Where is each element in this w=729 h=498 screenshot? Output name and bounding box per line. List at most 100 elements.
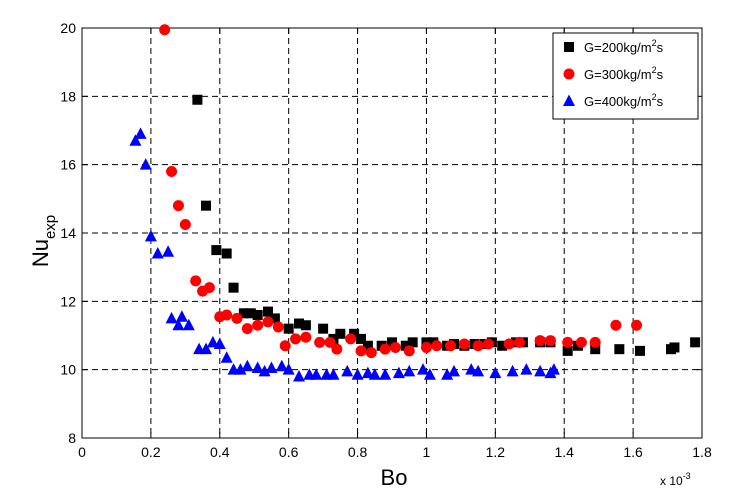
data-point-triangle xyxy=(175,310,188,322)
data-point-square xyxy=(283,323,294,334)
data-point-triangle xyxy=(151,247,164,259)
legend-label: G=300kg/m2s xyxy=(584,65,664,82)
data-point-circle xyxy=(262,316,274,328)
data-point-square xyxy=(269,313,280,324)
data-point-triangle xyxy=(139,158,152,170)
data-point-square xyxy=(300,320,311,331)
legend-label: G=200kg/m2s xyxy=(584,38,664,55)
data-point-circle xyxy=(355,345,367,357)
data-point-square xyxy=(669,342,680,353)
data-point-triangle xyxy=(206,335,219,348)
data-point-circle xyxy=(503,338,515,350)
y-axis-label-subscript: exp xyxy=(42,215,59,239)
data-point-triangle xyxy=(448,364,460,377)
data-point-triangle xyxy=(472,364,485,377)
data-point-square xyxy=(294,318,304,329)
data-point-triangle xyxy=(534,364,547,377)
x-tick-label: 1.4 xyxy=(554,444,574,460)
data-point-triangle xyxy=(282,363,295,375)
y-tick-label: 8 xyxy=(68,430,76,446)
legend-marker-triangle xyxy=(563,94,575,106)
data-point-circle xyxy=(482,338,494,350)
data-point-square xyxy=(263,306,273,317)
data-point-circle xyxy=(331,343,343,355)
data-point-triangle xyxy=(341,364,354,377)
data-point-square xyxy=(349,328,360,339)
x-tick-label: 1.2 xyxy=(486,444,506,460)
data-point-square xyxy=(690,337,701,348)
data-point-circle xyxy=(159,24,171,36)
x-tick-label: 0.8 xyxy=(348,444,368,460)
data-point-circle xyxy=(190,275,202,287)
data-point-triangle xyxy=(275,359,288,372)
y-tick-label: 16 xyxy=(60,157,76,173)
data-point-circle xyxy=(389,341,401,353)
data-point-square xyxy=(356,333,366,344)
data-point-triangle xyxy=(392,366,405,379)
data-point-circle xyxy=(365,347,377,359)
data-point-triangle xyxy=(220,351,233,363)
legend-marker-square xyxy=(564,42,574,52)
data-point-triangle xyxy=(423,368,436,380)
data-point-circle xyxy=(279,340,291,352)
y-tick-label: 12 xyxy=(60,293,76,309)
series-triangle xyxy=(129,127,560,382)
x-tick-label: 0 xyxy=(78,444,86,460)
legend-label: G=400kg/m2s xyxy=(584,92,664,109)
data-point-triangle xyxy=(441,368,454,380)
data-point-triangle xyxy=(368,368,381,380)
data-point-square xyxy=(562,345,573,356)
data-point-circle xyxy=(472,340,484,352)
data-point-triangle xyxy=(379,368,392,380)
y-tick-label: 14 xyxy=(60,225,76,241)
data-point-triangle xyxy=(258,364,271,377)
data-point-square xyxy=(201,200,211,211)
data-point-circle xyxy=(403,345,415,357)
data-point-circle xyxy=(324,336,336,348)
data-point-triangle xyxy=(182,318,195,331)
y-tick-label: 10 xyxy=(60,362,76,378)
data-point-circle xyxy=(203,282,215,294)
data-point-square xyxy=(387,337,397,348)
data-point-circle xyxy=(172,200,184,212)
data-point-circle xyxy=(221,309,233,321)
data-point-square xyxy=(635,345,645,356)
data-point-circle xyxy=(272,321,284,333)
data-point-square xyxy=(362,340,373,351)
data-point-triangle xyxy=(213,337,226,350)
data-point-circle xyxy=(166,166,178,177)
y-axis-label: Nuexp xyxy=(28,215,59,267)
data-point-triangle xyxy=(361,366,374,379)
data-point-circle xyxy=(379,343,391,355)
legend-box xyxy=(552,32,699,120)
data-point-square xyxy=(497,340,508,351)
data-point-circle xyxy=(420,341,432,353)
data-point-circle xyxy=(345,333,357,345)
y-tick-label: 20 xyxy=(60,20,76,36)
data-point-circle xyxy=(300,331,312,343)
data-point-triangle xyxy=(293,370,305,382)
data-point-square xyxy=(407,337,418,348)
legend-marker-circle xyxy=(563,68,575,80)
data-point-triangle xyxy=(134,127,147,139)
data-point-triangle xyxy=(327,368,340,380)
data-point-triangle xyxy=(403,364,416,377)
data-point-circle xyxy=(179,218,191,230)
data-point-circle xyxy=(231,312,243,324)
x-tick-label: 0.2 xyxy=(141,444,161,460)
data-point-triangle xyxy=(162,245,175,257)
y-axis-tick-labels: 8 10 12 14 16 18 20 xyxy=(60,20,76,446)
data-point-triangle xyxy=(520,363,533,375)
x-axis-label: Bo xyxy=(381,465,408,490)
x-axis-tick-labels: 0 0.2 0.4 0.6 0.8 1 1.2 1.4 1.6 1.8 xyxy=(78,444,712,460)
data-point-triangle xyxy=(351,368,364,380)
data-point-triangle xyxy=(144,229,157,242)
x-tick-label: 0.6 xyxy=(279,444,299,460)
x-axis-multiplier-exponent: -3 xyxy=(683,471,691,481)
data-point-triangle xyxy=(129,134,142,146)
data-point-circle xyxy=(631,319,643,331)
data-point-square xyxy=(192,94,203,105)
data-point-square xyxy=(400,340,411,351)
data-point-triangle xyxy=(172,318,185,331)
